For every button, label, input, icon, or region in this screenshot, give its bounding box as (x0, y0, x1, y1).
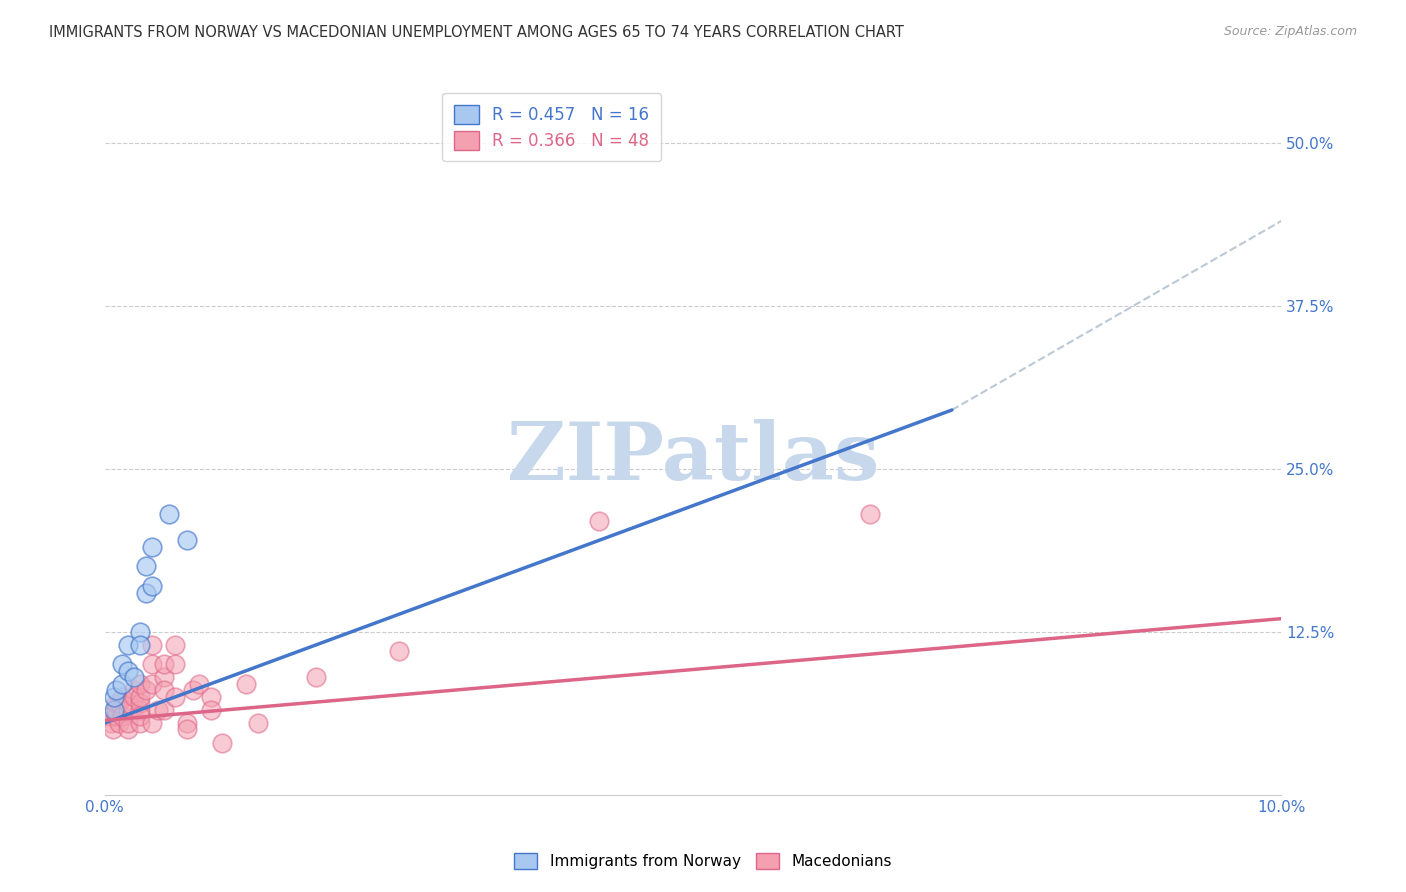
Point (100, 709, 122, 723)
Point (122, 690, 145, 704)
Point (141, 579, 163, 593)
Point (117, 723, 139, 737)
Point (200, 703, 222, 717)
Point (157, 508, 180, 522)
Point (135, 683, 157, 698)
Point (122, 670, 145, 684)
Point (100, 716, 122, 731)
Point (858, 508, 880, 522)
Point (129, 716, 152, 731)
Text: IMMIGRANTS FROM NORWAY VS MACEDONIAN UNEMPLOYMENT AMONG AGES 65 TO 74 YEARS CORR: IMMIGRANTS FROM NORWAY VS MACEDONIAN UNE… (49, 25, 904, 40)
Point (246, 716, 269, 731)
Point (111, 657, 134, 672)
Point (105, 697, 128, 711)
Point (165, 690, 187, 704)
Point (107, 697, 129, 711)
Point (200, 690, 222, 704)
Legend: Immigrants from Norway, Macedonians: Immigrants from Norway, Macedonians (509, 847, 897, 875)
Legend: R = 0.457   N = 16, R = 0.366   N = 48: R = 0.457 N = 16, R = 0.366 N = 48 (443, 93, 661, 161)
Point (235, 677, 257, 691)
Point (111, 709, 134, 723)
Point (117, 703, 139, 717)
Text: Source: ZipAtlas.com: Source: ZipAtlas.com (1223, 25, 1357, 38)
Point (105, 709, 128, 723)
Point (152, 670, 174, 684)
Point (181, 683, 204, 698)
Point (165, 657, 187, 672)
Point (111, 690, 134, 704)
Point (107, 716, 129, 731)
Point (146, 703, 169, 717)
Point (152, 703, 174, 717)
Point (176, 723, 198, 737)
Point (176, 716, 198, 731)
Point (141, 540, 163, 554)
Point (129, 697, 152, 711)
Point (211, 735, 233, 749)
Point (388, 644, 411, 658)
Point (135, 559, 157, 574)
Point (152, 657, 174, 672)
Point (152, 683, 174, 698)
Point (129, 624, 152, 639)
Point (135, 585, 157, 599)
Point (187, 677, 209, 691)
Point (129, 703, 152, 717)
Point (117, 716, 139, 731)
Point (165, 638, 187, 652)
Point (117, 638, 139, 652)
Point (129, 709, 152, 723)
Point (103, 690, 125, 704)
Point (117, 664, 139, 678)
Point (141, 657, 163, 672)
Point (101, 723, 124, 737)
Point (111, 677, 134, 691)
Point (305, 670, 328, 684)
Point (129, 690, 152, 704)
Point (105, 683, 128, 698)
Point (129, 638, 152, 652)
Point (129, 677, 152, 691)
Point (141, 716, 163, 731)
Point (588, 514, 610, 528)
Point (105, 703, 128, 717)
Text: ZIPatlas: ZIPatlas (508, 418, 879, 497)
Point (176, 533, 198, 548)
Point (117, 697, 139, 711)
Point (103, 703, 125, 717)
Point (141, 638, 163, 652)
Point (122, 683, 145, 698)
Point (141, 677, 163, 691)
